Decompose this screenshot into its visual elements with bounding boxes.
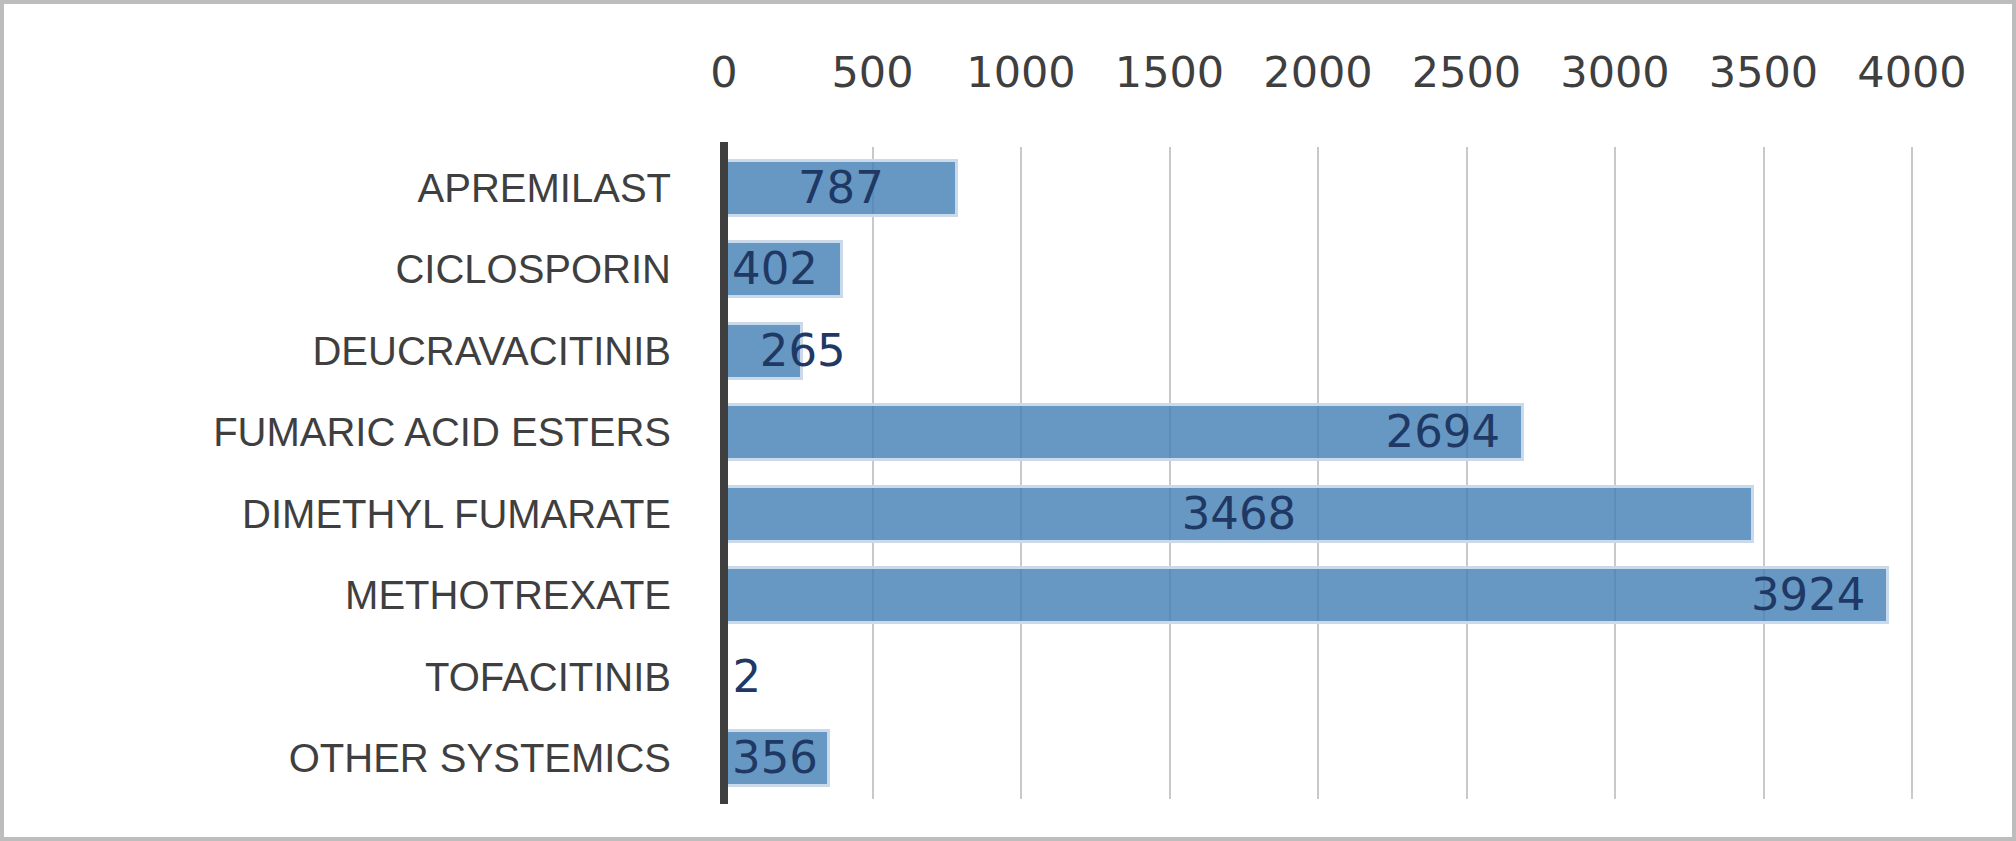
value-axis-tick-label: 500: [831, 44, 913, 100]
bar-value-label: 402: [732, 241, 818, 297]
bar-value-label: 3468: [724, 486, 1754, 542]
value-gridline: [1020, 147, 1022, 799]
value-gridline: [1763, 147, 1765, 799]
value-axis-tick-label: 4000: [1857, 44, 1966, 100]
value-axis-tick-label: 0: [710, 44, 737, 100]
bar-value-label: 2694: [724, 404, 1500, 460]
bar-value-label: 2: [733, 649, 762, 705]
category-label: TOFACITINIB: [425, 650, 671, 704]
bar-value-label: 265: [653, 323, 953, 379]
bar-chart: 0 500 1000 1500 2000 2500 3000 3500 4000 APREMILA…: [4, 4, 2012, 837]
category-label: DEUCRAVACITINIB: [312, 324, 671, 378]
value-gridline: [872, 147, 874, 799]
chart-screenshot: 0 500 1000 1500 2000 2500 3000 3500 4000 APREMILA…: [0, 0, 2016, 841]
bar-value-label: 356: [732, 730, 818, 786]
value-gridline: [1614, 147, 1616, 799]
value-axis-tick-label: 2000: [1263, 44, 1372, 100]
bar-value-label: 787: [724, 160, 958, 216]
value-gridline: [1169, 147, 1171, 799]
category-label: DIMETHYL FUMARATE: [242, 487, 671, 541]
value-axis-tick-label: 3500: [1709, 44, 1818, 100]
value-axis-tick-label: 3000: [1560, 44, 1669, 100]
category-label: FUMARIC ACID ESTERS: [213, 405, 671, 459]
value-gridline: [1911, 147, 1913, 799]
category-label: METHOTREXATE: [345, 568, 671, 622]
value-gridline: [1466, 147, 1468, 799]
value-axis-tick-label: 1500: [1115, 44, 1224, 100]
bar-value-label: 3924: [724, 567, 1865, 623]
category-label: CICLOSPORIN: [395, 242, 671, 296]
category-label: OTHER SYSTEMICS: [289, 731, 671, 785]
category-label: APREMILAST: [418, 161, 671, 215]
value-gridline: [1317, 147, 1319, 799]
category-axis-line: [720, 142, 728, 804]
value-axis-tick-label: 1000: [966, 44, 1075, 100]
value-axis-tick-label: 2500: [1412, 44, 1521, 100]
